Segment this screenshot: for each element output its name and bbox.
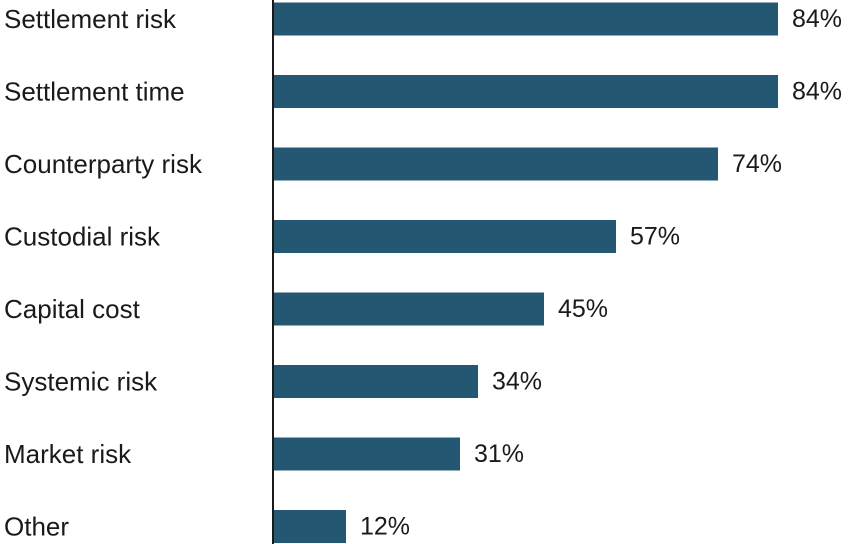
category-label: Counterparty risk (4, 149, 203, 179)
bar-market-risk (274, 437, 460, 471)
value-label: 84% (792, 5, 842, 33)
category-label: Settlement risk (4, 4, 177, 34)
category-label: Systemic risk (4, 367, 158, 397)
category-label: Custodial risk (4, 222, 161, 252)
value-label: 74% (732, 150, 782, 178)
bar-other (274, 510, 346, 543)
category-label: Other (4, 512, 69, 542)
category-labels-group: Settlement risk Settlement time Counterpar… (4, 4, 203, 542)
bar-custodial-risk (274, 220, 616, 253)
bar-settlement-time (274, 75, 778, 108)
bars-group (274, 2, 778, 543)
value-label: 84% (792, 78, 842, 106)
value-label: 31% (474, 440, 524, 468)
value-labels-group: 84% 84% 74% 57% 45% 34% 31% 12% (360, 5, 842, 541)
value-label: 34% (492, 368, 542, 396)
value-label: 45% (558, 295, 608, 323)
category-label: Settlement time (4, 77, 185, 107)
value-label: 57% (630, 223, 680, 251)
category-label: Capital cost (4, 294, 141, 324)
bar-counterparty-risk (274, 147, 718, 181)
bar-capital-cost (274, 292, 544, 326)
bar-systemic-risk (274, 365, 478, 398)
bar-settlement-risk (274, 2, 778, 36)
value-label: 12% (360, 513, 410, 541)
category-label: Market risk (4, 439, 132, 469)
